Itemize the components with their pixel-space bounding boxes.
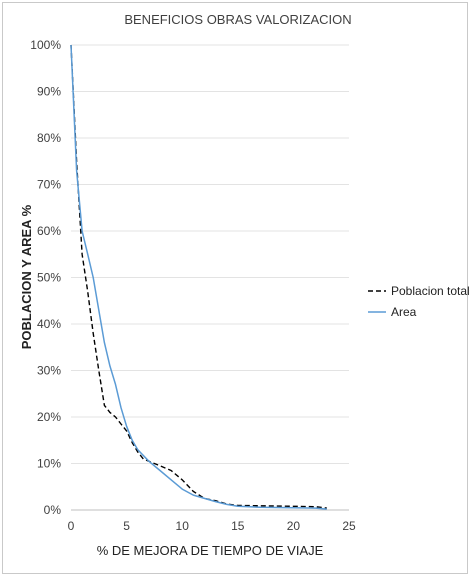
x-tick-label: 0 — [68, 519, 75, 533]
y-tick-labels: 0% 10% 20% 30% 40% 50% 60% 70% 80% 90% 100% — [30, 38, 61, 517]
x-axis-title: % DE MEJORA DE TIEMPO DE VIAJE — [97, 543, 324, 558]
y-tick-label: 10% — [37, 457, 61, 471]
y-tick-label: 90% — [37, 85, 61, 99]
gridlines — [71, 44, 349, 464]
y-tick-label: 70% — [37, 178, 61, 192]
chart-title: BENEFICIOS OBRAS VALORIZACION — [124, 12, 351, 27]
y-axis-title: POBLACION Y AREA % — [19, 204, 34, 349]
y-tick-label: 50% — [37, 271, 61, 285]
series-line-0 — [70, 44, 327, 509]
y-tick-label: 40% — [37, 317, 61, 331]
y-tick-label: 100% — [30, 38, 61, 52]
y-tick-label: 60% — [37, 224, 61, 238]
y-tick-label: 20% — [37, 410, 61, 424]
y-tick-label: 0% — [44, 503, 62, 517]
x-tick-label: 5 — [123, 519, 130, 533]
chart-frame — [2, 2, 468, 574]
series-line-1 — [70, 44, 327, 510]
legend: Poblacion total Area — [368, 284, 470, 319]
x-tick-label: 15 — [231, 519, 245, 533]
x-tick-label: 20 — [287, 519, 301, 533]
x-tick-label: 10 — [176, 519, 190, 533]
x-tick-label: 25 — [342, 519, 356, 533]
y-tick-label: 80% — [37, 131, 61, 145]
y-tick-label: 30% — [37, 364, 61, 378]
series-lines — [70, 44, 327, 510]
legend-label: Poblacion total — [391, 284, 470, 298]
x-tick-labels: 0 5 10 15 20 25 — [68, 519, 356, 533]
legend-label: Area — [391, 305, 417, 319]
